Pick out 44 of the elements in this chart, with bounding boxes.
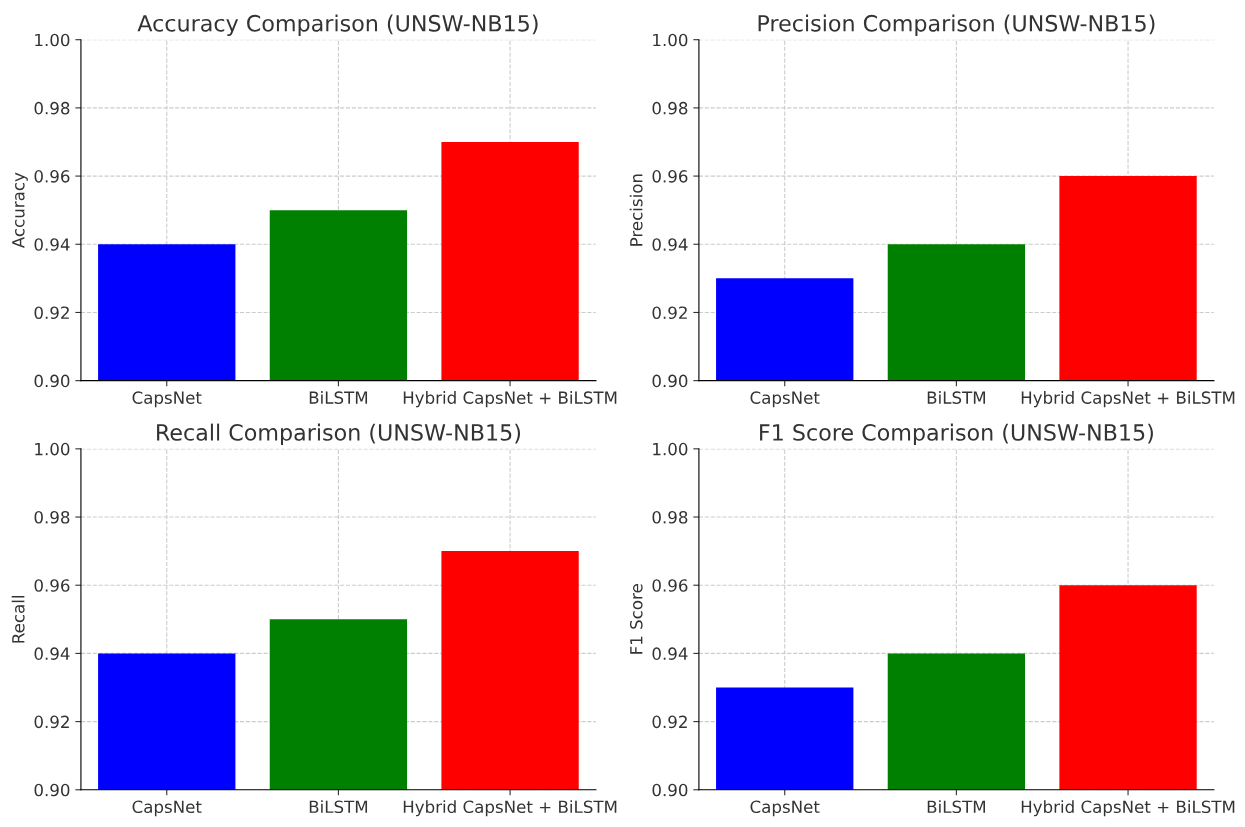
y-tick-label: 0.90	[34, 374, 70, 388]
y-tick-label: 0.90	[34, 783, 70, 797]
y-tick-label: 1.00	[35, 442, 70, 456]
y-tick-label: 0.94	[652, 647, 688, 660]
x-tick-label: CapsNet	[750, 391, 820, 408]
y-axis-title: Precision	[629, 174, 643, 246]
y-tick-label: 0.92	[34, 715, 69, 729]
y-axis-title: Accuracy	[12, 172, 28, 249]
y-tick-label: 0.94	[652, 238, 688, 251]
x-tick-label: Hybrid CapsNet + BiLSTM	[1021, 800, 1235, 817]
y-tick-label: 0.96	[652, 579, 688, 592]
y-tick-label: 0.90	[652, 374, 688, 388]
chart-title: Precision Comparison (UNSW-NB15)	[758, 14, 1155, 36]
x-tick-label: CapsNet	[132, 800, 202, 817]
x-tick-label: BiLSTM	[309, 391, 368, 404]
y-axis-title: Recall	[11, 596, 25, 643]
y-tick-label: 0.98	[34, 510, 70, 524]
x-tick-label: BiLSTM	[309, 800, 368, 814]
y-tick-label: 0.96	[34, 579, 70, 592]
x-tick-label: BiLSTM	[927, 391, 985, 404]
chart-title: Accuracy Comparison (UNSW-NB15)	[137, 14, 538, 36]
y-axis-title: F1 Score	[629, 584, 643, 654]
y-tick-label: 0.96	[34, 170, 70, 183]
x-tick-label: CapsNet	[132, 391, 202, 408]
y-tick-label: 0.92	[34, 306, 69, 320]
y-tick-label: 0.92	[652, 306, 687, 320]
y-tick-label: 0.98	[652, 101, 688, 115]
chart-title: Recall Comparison (UNSW-NB15)	[157, 423, 521, 446]
y-tick-label: 0.96	[652, 170, 688, 183]
y-tick-label: 1.00	[653, 33, 688, 47]
y-tick-label: 0.98	[652, 510, 688, 524]
x-tick-label: BiLSTM	[927, 800, 985, 814]
y-tick-label: 0.94	[34, 647, 70, 660]
x-tick-label: Hybrid CapsNet + BiLSTM	[1021, 391, 1235, 408]
y-tick-label: 1.00	[35, 33, 70, 47]
y-tick-label: 0.94	[34, 238, 70, 251]
x-tick-label: Hybrid CapsNet + BiLSTM	[403, 391, 617, 408]
y-tick-label: 0.90	[652, 783, 688, 797]
y-tick-label: 0.92	[652, 715, 687, 729]
y-tick-label: 1.00	[653, 442, 688, 456]
x-tick-label: CapsNet	[750, 800, 820, 817]
y-tick-label: 0.98	[34, 101, 70, 115]
x-tick-label: Hybrid CapsNet + BiLSTM	[403, 800, 617, 817]
chart-title: F1 Score Comparison (UNSW-NB15)	[760, 423, 1153, 446]
